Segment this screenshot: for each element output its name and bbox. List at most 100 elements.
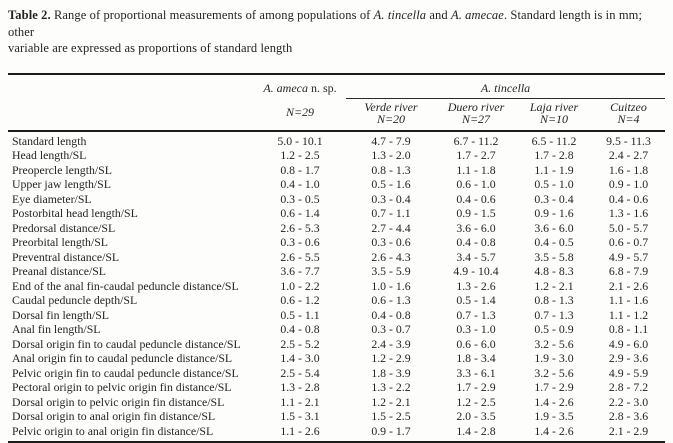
caption-text-2: and (426, 8, 451, 22)
caption-table-number: Table 2. (8, 8, 51, 22)
range-cell: 0.3 - 0.7 (346, 322, 436, 337)
range-cell: 0.6 - 1.2 (254, 293, 346, 308)
range-cell: 1.7 - 2.9 (436, 380, 516, 395)
range-cell: 5.0 - 5.7 (592, 221, 665, 236)
range-cell: 1.4 - 2.8 (436, 424, 516, 443)
range-cell: 6.7 - 11.2 (436, 131, 516, 149)
range-cell: 0.9 - 1.0 (592, 177, 665, 192)
table-header: A. ameca n. sp. A. tincella N=29 Verde r… (8, 74, 665, 131)
range-cell: 1.2 - 2.1 (516, 279, 592, 294)
range-cell: 3.4 - 5.7 (436, 250, 516, 265)
range-cell: 0.6 - 0.7 (592, 235, 665, 250)
range-cell: 0.4 - 0.5 (516, 235, 592, 250)
range-cell: 1.7 - 2.8 (516, 148, 592, 163)
range-cell: 1.9 - 3.0 (516, 351, 592, 366)
range-cell: 2.2 - 3.0 (592, 395, 665, 410)
table-row: Anal origin fin to caudal peduncle dista… (8, 351, 665, 366)
range-cell: 9.5 - 11.3 (592, 131, 665, 149)
range-cell: 0.4 - 0.6 (592, 192, 665, 207)
range-cell: 2.6 - 5.3 (254, 221, 346, 236)
table-row: Pectoral origin to pelvic origin fin dis… (8, 380, 665, 395)
measurement-label: Dorsal origin to pelvic origin fin dista… (8, 395, 254, 410)
range-cell: 3.3 - 6.1 (436, 366, 516, 381)
range-cell: 1.8 - 3.4 (436, 351, 516, 366)
range-cell: 0.4 - 0.8 (436, 235, 516, 250)
range-cell: 0.6 - 1.0 (436, 177, 516, 192)
range-cell: 1.9 - 3.5 (516, 409, 592, 424)
caption-species-amecae: A. amecae (451, 8, 504, 22)
measurement-label: Pectoral origin to pelvic origin fin dis… (8, 380, 254, 395)
range-cell: 0.5 - 1.6 (346, 177, 436, 192)
range-cell: 1.3 - 2.8 (254, 380, 346, 395)
range-cell: 1.4 - 2.6 (516, 424, 592, 443)
range-cell: 1.1 - 1.2 (592, 308, 665, 323)
range-cell: 0.7 - 1.3 (436, 308, 516, 323)
range-cell: 0.6 - 1.3 (346, 293, 436, 308)
range-cell: 6.5 - 11.2 (516, 131, 592, 149)
range-cell: 2.5 - 5.4 (254, 366, 346, 381)
range-cell: 1.0 - 1.6 (346, 279, 436, 294)
range-cell: 3.6 - 6.0 (516, 221, 592, 236)
range-cell: 2.9 - 3.6 (592, 351, 665, 366)
range-cell: 4.9 - 10.4 (436, 264, 516, 279)
range-cell: 0.8 - 1.7 (254, 163, 346, 178)
range-cell: 0.7 - 1.3 (516, 308, 592, 323)
range-cell: 2.1 - 2.9 (592, 424, 665, 443)
range-cell: 0.4 - 0.8 (346, 308, 436, 323)
table-row: Pelvic origin fin to caudal peduncle dis… (8, 366, 665, 381)
ameca-group-suffix: n. sp. (308, 81, 337, 95)
table-row: Dorsal origin to anal origin fin distanc… (8, 409, 665, 424)
label-column-spacer (8, 74, 254, 99)
range-cell: 0.4 - 0.8 (254, 322, 346, 337)
range-cell: 0.5 - 1.4 (436, 293, 516, 308)
ameca-group-name: A. ameca (263, 81, 308, 95)
range-cell: 2.0 - 3.5 (436, 409, 516, 424)
range-cell: 0.9 - 1.6 (516, 206, 592, 221)
range-cell: 4.9 - 5.9 (592, 366, 665, 381)
range-cell: 0.8 - 1.1 (592, 322, 665, 337)
range-cell: 2.8 - 7.2 (592, 380, 665, 395)
range-cell: 2.8 - 3.6 (592, 409, 665, 424)
range-cell: 1.4 - 3.0 (254, 351, 346, 366)
range-cell: 1.2 - 2.5 (254, 148, 346, 163)
range-cell: 0.3 - 0.4 (516, 192, 592, 207)
laja-n: N=10 (540, 112, 568, 126)
range-cell: 1.5 - 3.1 (254, 409, 346, 424)
range-cell: 1.1 - 1.6 (592, 293, 665, 308)
range-cell: 0.3 - 0.4 (346, 192, 436, 207)
verde-n: N=20 (377, 112, 405, 126)
table-row: Dorsal origin fin to caudal peduncle dis… (8, 337, 665, 352)
range-cell: 1.1 - 2.1 (254, 395, 346, 410)
range-cell: 0.5 - 0.9 (516, 322, 592, 337)
range-cell: 1.5 - 2.5 (346, 409, 436, 424)
range-cell: 0.3 - 1.0 (436, 322, 516, 337)
measurement-label: Preanal distance/SL (8, 264, 254, 279)
species-group-row: A. ameca n. sp. A. tincella (8, 74, 665, 99)
column-group-ameca: A. ameca n. sp. (254, 74, 346, 99)
range-cell: 1.6 - 1.8 (592, 163, 665, 178)
range-cell: 0.6 - 6.0 (436, 337, 516, 352)
measurement-label: Eye diameter/SL (8, 192, 254, 207)
range-cell: 0.9 - 1.7 (346, 424, 436, 443)
range-cell: 1.8 - 3.9 (346, 366, 436, 381)
range-cell: 2.6 - 5.5 (254, 250, 346, 265)
duero-n: N=27 (462, 112, 490, 126)
range-cell: 3.5 - 5.9 (346, 264, 436, 279)
range-cell: 3.5 - 5.8 (516, 250, 592, 265)
range-cell: 0.7 - 1.1 (346, 206, 436, 221)
range-cell: 1.3 - 2.6 (436, 279, 516, 294)
